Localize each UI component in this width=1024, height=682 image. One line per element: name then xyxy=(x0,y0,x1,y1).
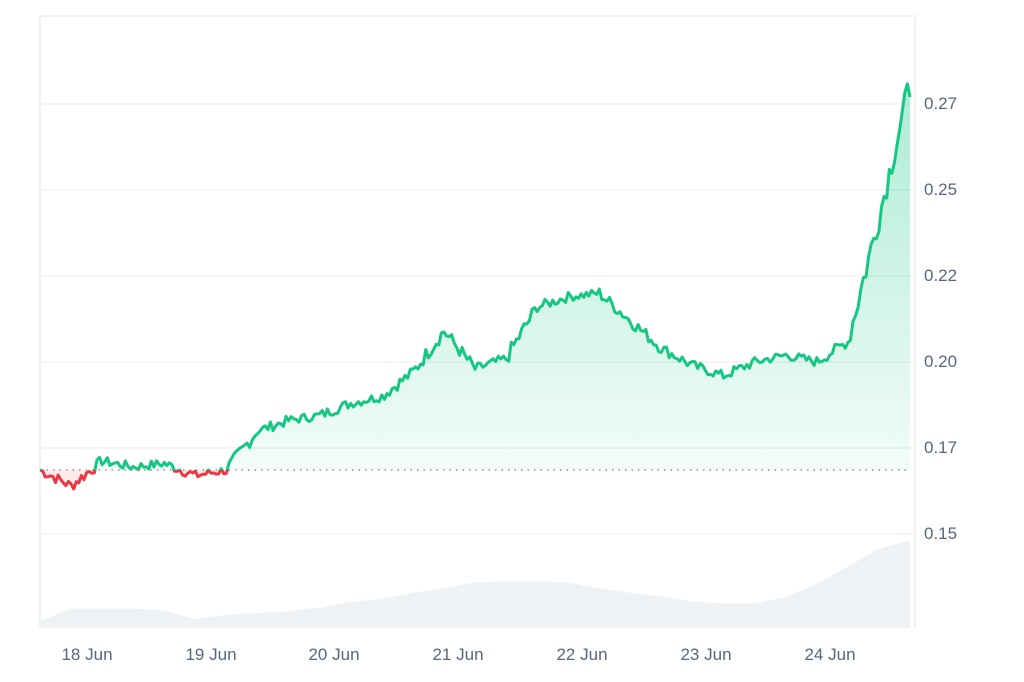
x-tick-label: 21 Jun xyxy=(432,645,484,664)
x-tick-label: 24 Jun xyxy=(804,645,856,664)
plot-frame xyxy=(39,15,916,628)
x-tick-label: 18 Jun xyxy=(61,645,113,664)
x-tick-label: 20 Jun xyxy=(308,645,360,664)
y-tick-label: 0.27 xyxy=(924,94,958,113)
price-line-down[interactable] xyxy=(39,84,910,491)
y-tick-label: 0.17 xyxy=(924,438,958,457)
price-area-up xyxy=(94,83,910,471)
x-tick-label: 19 Jun xyxy=(185,645,237,664)
y-tick-label: 0.15 xyxy=(924,524,958,543)
y-tick-label: 0.25 xyxy=(924,180,958,199)
price-line-up[interactable] xyxy=(40,82,912,489)
x-tick-label: 23 Jun xyxy=(680,645,732,664)
y-tick-label: 0.20 xyxy=(924,352,958,371)
x-tick-label: 22 Jun xyxy=(556,645,608,664)
y-tick-label: 0.22 xyxy=(924,266,958,285)
volume-area xyxy=(40,540,910,628)
